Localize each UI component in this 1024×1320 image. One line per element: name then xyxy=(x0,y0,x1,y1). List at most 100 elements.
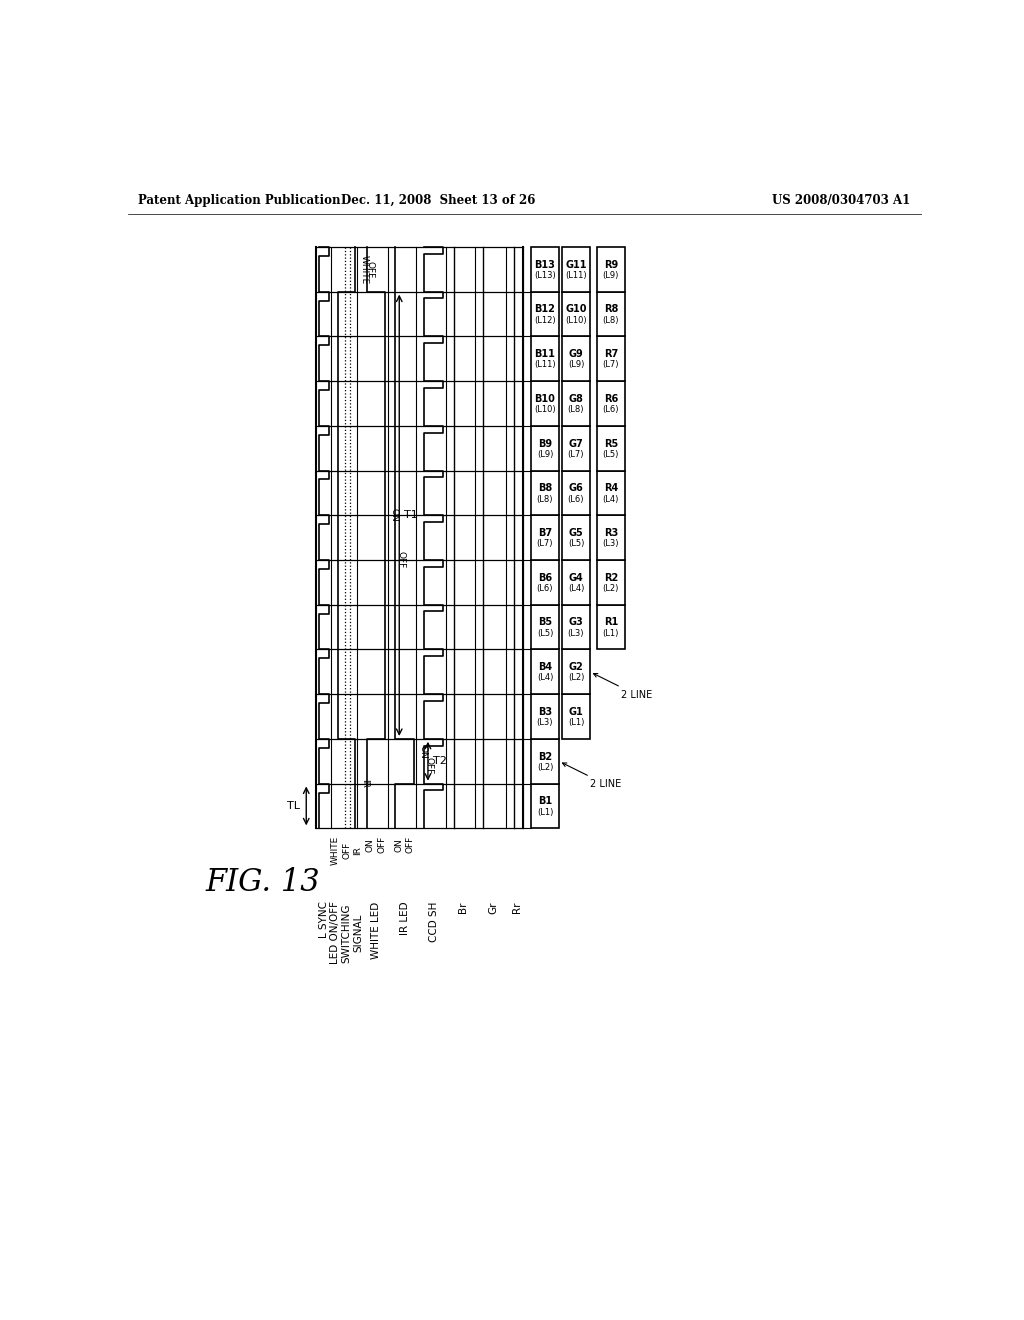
Text: B9: B9 xyxy=(538,438,552,449)
Bar xyxy=(562,337,590,381)
Bar xyxy=(562,381,590,426)
Text: Gr: Gr xyxy=(488,902,499,913)
Bar xyxy=(531,426,559,470)
Text: G5: G5 xyxy=(568,528,584,539)
Text: B1: B1 xyxy=(538,796,552,807)
Text: ON
OFF: ON OFF xyxy=(394,836,415,853)
Text: R8: R8 xyxy=(603,305,618,314)
Text: (L5): (L5) xyxy=(603,450,620,459)
Bar xyxy=(531,247,559,292)
Text: R3: R3 xyxy=(604,528,617,539)
Bar xyxy=(597,381,625,426)
Text: R4: R4 xyxy=(604,483,617,494)
Text: (L7): (L7) xyxy=(537,540,553,548)
Text: (L3): (L3) xyxy=(602,540,620,548)
Text: WHITE LED: WHITE LED xyxy=(371,902,381,958)
Text: (L2): (L2) xyxy=(537,763,553,772)
Text: (L2): (L2) xyxy=(567,673,584,682)
Text: (L5): (L5) xyxy=(537,628,553,638)
Text: ON: ON xyxy=(390,508,399,523)
Text: (L9): (L9) xyxy=(603,271,620,280)
Text: G7: G7 xyxy=(568,438,584,449)
Text: (L1): (L1) xyxy=(603,628,620,638)
Bar xyxy=(531,337,559,381)
Text: R5: R5 xyxy=(604,438,617,449)
Text: B10: B10 xyxy=(535,393,555,404)
Text: (L7): (L7) xyxy=(567,450,585,459)
Bar xyxy=(562,560,590,605)
Text: G2: G2 xyxy=(568,663,584,672)
Text: B11: B11 xyxy=(535,348,555,359)
Text: (L1): (L1) xyxy=(537,808,553,817)
Text: Dec. 11, 2008  Sheet 13 of 26: Dec. 11, 2008 Sheet 13 of 26 xyxy=(341,194,536,207)
Text: (L11): (L11) xyxy=(565,271,587,280)
Text: IR: IR xyxy=(359,779,369,788)
Bar xyxy=(531,605,559,649)
Text: WHITE: WHITE xyxy=(359,255,369,284)
Text: B4: B4 xyxy=(538,663,552,672)
Text: IR LED: IR LED xyxy=(399,902,410,935)
Bar xyxy=(597,292,625,337)
Bar xyxy=(531,470,559,515)
Text: (L8): (L8) xyxy=(567,405,585,414)
Bar xyxy=(531,739,559,784)
Bar xyxy=(531,515,559,560)
Text: WHITE
OFF
IR: WHITE OFF IR xyxy=(331,836,362,865)
Bar xyxy=(562,605,590,649)
Text: OFF: OFF xyxy=(396,552,406,569)
Text: G4: G4 xyxy=(568,573,584,582)
Text: FIG. 13: FIG. 13 xyxy=(206,867,321,898)
Bar xyxy=(597,470,625,515)
Bar xyxy=(562,649,590,694)
Text: (L2): (L2) xyxy=(603,583,620,593)
Text: B12: B12 xyxy=(535,305,555,314)
Text: G1: G1 xyxy=(568,708,584,717)
Text: R9: R9 xyxy=(604,260,617,269)
Text: B5: B5 xyxy=(538,618,552,627)
Text: ON
OFF: ON OFF xyxy=(366,836,386,853)
Bar xyxy=(562,515,590,560)
Bar xyxy=(531,381,559,426)
Text: (L4): (L4) xyxy=(567,583,584,593)
Bar xyxy=(562,292,590,337)
Text: Br: Br xyxy=(458,902,468,913)
Text: Rr: Rr xyxy=(512,902,522,913)
Text: (L5): (L5) xyxy=(567,540,584,548)
Bar xyxy=(562,694,590,739)
Text: R6: R6 xyxy=(604,393,617,404)
Bar xyxy=(531,694,559,739)
Text: LED ON/OFF
SWITCHING
SIGNAL: LED ON/OFF SWITCHING SIGNAL xyxy=(330,902,364,965)
Bar xyxy=(597,605,625,649)
Bar xyxy=(531,292,559,337)
Text: OFF: OFF xyxy=(425,758,434,775)
Text: (L6): (L6) xyxy=(537,583,553,593)
Text: G10: G10 xyxy=(565,305,587,314)
Bar xyxy=(597,560,625,605)
Text: T2: T2 xyxy=(432,756,446,766)
Text: (L3): (L3) xyxy=(567,628,585,638)
Text: (L8): (L8) xyxy=(537,495,553,503)
Text: B13: B13 xyxy=(535,260,555,269)
Text: R2: R2 xyxy=(604,573,617,582)
Bar xyxy=(531,560,559,605)
Text: L SYNC: L SYNC xyxy=(318,902,329,939)
Text: R1: R1 xyxy=(604,618,617,627)
Text: CCD SH: CCD SH xyxy=(429,902,438,942)
Bar xyxy=(597,426,625,470)
Text: (L13): (L13) xyxy=(535,271,556,280)
Text: G6: G6 xyxy=(568,483,584,494)
Text: (L8): (L8) xyxy=(602,315,620,325)
Text: (L9): (L9) xyxy=(537,450,553,459)
Text: G11: G11 xyxy=(565,260,587,269)
Text: (L4): (L4) xyxy=(603,495,620,503)
Text: (L6): (L6) xyxy=(602,405,620,414)
Text: (L10): (L10) xyxy=(565,315,587,325)
Bar xyxy=(562,426,590,470)
Text: (L1): (L1) xyxy=(567,718,584,727)
Text: (L4): (L4) xyxy=(537,673,553,682)
Text: G8: G8 xyxy=(568,393,584,404)
Text: OFF: OFF xyxy=(366,260,375,279)
Text: (L9): (L9) xyxy=(567,360,584,370)
Text: TL: TL xyxy=(287,801,300,810)
Text: G3: G3 xyxy=(568,618,584,627)
